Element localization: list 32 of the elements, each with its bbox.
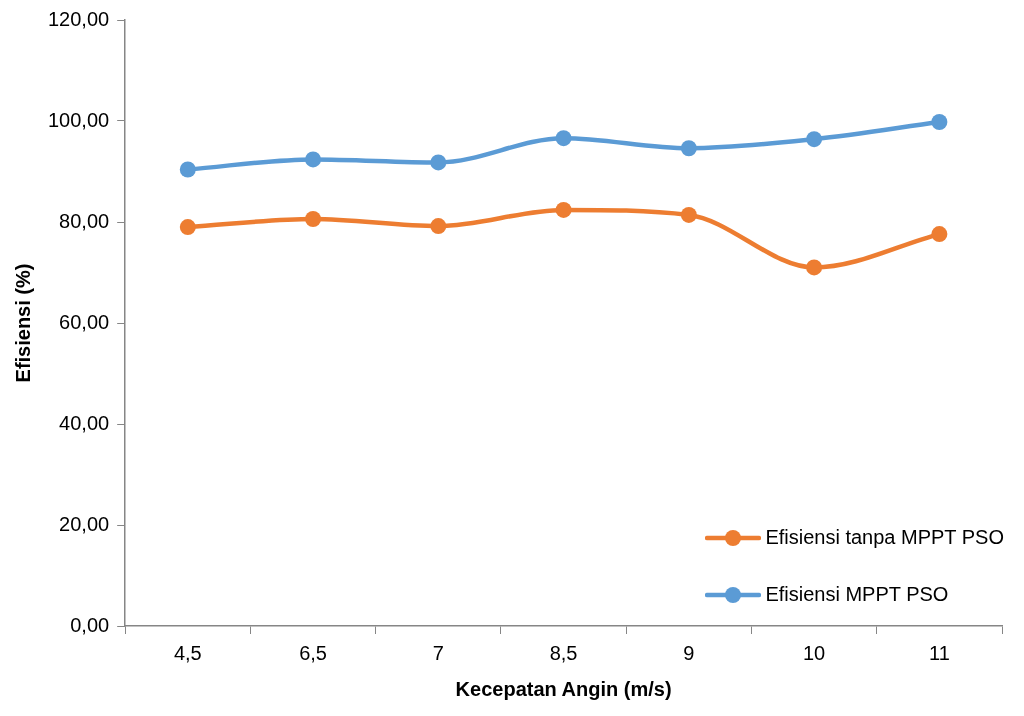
y-tick-label: 80,00 (59, 209, 110, 232)
x-tick-label: 4,5 (173, 641, 202, 664)
point (305, 210, 322, 227)
x-tick-label: 9 (683, 641, 695, 664)
point (305, 151, 322, 168)
legend-label: Efisiensi MPPT PSO (765, 583, 949, 606)
y-tick-label: 0,00 (70, 613, 110, 636)
point (430, 218, 447, 235)
x-axis-title: Kecepatan Angin (m/s) (455, 677, 672, 700)
point (179, 219, 196, 236)
point (555, 201, 572, 218)
y-tick-label: 40,00 (59, 411, 110, 434)
x-tick-label: 8,5 (549, 641, 578, 664)
y-tick-label: 60,00 (59, 310, 110, 333)
y-tick-label: 20,00 (59, 512, 110, 535)
point (430, 154, 447, 171)
point (179, 161, 196, 178)
point (680, 140, 697, 157)
x-tick-label: 10 (802, 641, 826, 664)
y-tick-label: 100,00 (48, 108, 110, 131)
point (806, 131, 823, 148)
point (555, 130, 572, 147)
x-tick-label: 6,5 (299, 641, 327, 664)
legend-label: Efisiensi tanpa MPPT PSO (765, 526, 1004, 549)
point (680, 206, 697, 223)
y-tick-label: 120,00 (48, 7, 110, 30)
x-tick-label: 7 (432, 641, 444, 664)
point (931, 114, 948, 131)
point (806, 259, 823, 276)
x-tick-label: 11 (928, 641, 950, 664)
y-axis-title: Efisiensi (%) (11, 263, 34, 383)
point (931, 226, 948, 243)
